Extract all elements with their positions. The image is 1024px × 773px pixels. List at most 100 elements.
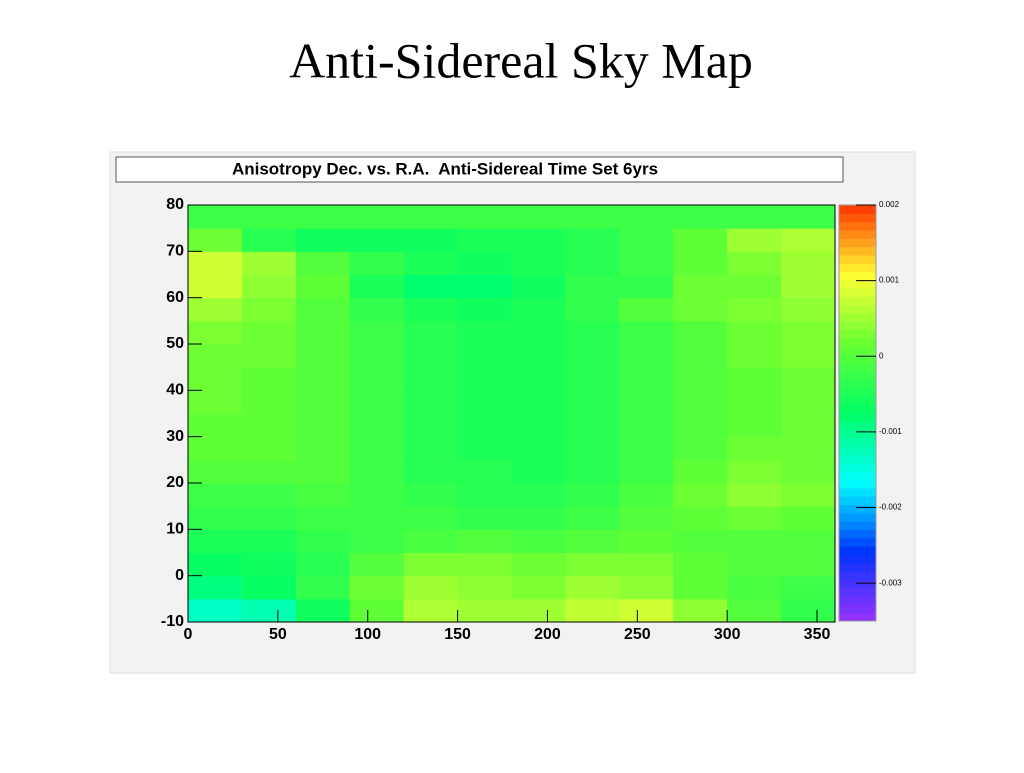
cell (295, 413, 351, 438)
cell (619, 413, 674, 438)
cell (295, 205, 351, 229)
colorbar-step (839, 446, 876, 456)
cell (673, 320, 728, 345)
x-tick-label: 300 (714, 626, 741, 643)
cell (457, 529, 512, 553)
cell (403, 598, 459, 623)
cell (619, 529, 674, 553)
cell (349, 552, 405, 577)
cell (781, 251, 836, 275)
cell (673, 251, 728, 275)
cell (403, 575, 459, 600)
colorbar-step (839, 421, 876, 431)
cell (403, 436, 459, 461)
colorbar-step (839, 288, 876, 298)
cell (403, 506, 459, 530)
cell (457, 205, 512, 229)
cell (403, 367, 459, 391)
cell (295, 552, 351, 577)
y-tick-label: 70 (166, 243, 184, 260)
colorbar-step (839, 338, 876, 347)
colorbar-step (839, 396, 876, 406)
cell (188, 483, 243, 507)
cell (188, 297, 243, 322)
cell (349, 459, 405, 484)
colorbar-step (839, 496, 876, 506)
cell (349, 390, 405, 414)
cell (457, 274, 512, 299)
cell (673, 483, 728, 507)
colorbar-step (839, 221, 876, 231)
cell (349, 483, 405, 507)
cell (565, 251, 620, 275)
cell (457, 436, 512, 461)
cell (295, 390, 351, 414)
cell (511, 459, 566, 484)
colorbar-step (839, 554, 876, 564)
cell (619, 344, 674, 368)
cell (188, 228, 243, 252)
x-tick-label: 350 (804, 626, 831, 643)
cell (727, 205, 782, 229)
cell (511, 436, 566, 461)
colorbar-step (839, 537, 876, 547)
cell (403, 413, 459, 438)
cell (295, 575, 351, 600)
cell (727, 506, 782, 530)
y-tick-label: -10 (161, 613, 184, 630)
cell (511, 575, 566, 600)
cell (403, 274, 459, 299)
cell (565, 413, 620, 438)
plot: 0 50 100 150 200 250 300 350-100102030405060708… (161, 196, 902, 643)
cell (457, 251, 512, 275)
cell (565, 390, 620, 414)
cell (727, 251, 782, 275)
cell (295, 320, 351, 345)
x-tick-label: 200 (534, 626, 561, 643)
cell (511, 390, 566, 414)
chart-title: Anisotropy Dec. vs. R.A. Anti-Sidereal T… (232, 159, 658, 178)
cell (511, 205, 566, 229)
cell (511, 228, 566, 252)
colorbar-step (839, 596, 876, 605)
colorbar-step (839, 604, 876, 614)
y-tick-label: 20 (166, 474, 184, 491)
cell (727, 344, 782, 368)
cell (781, 205, 836, 229)
cell (727, 320, 782, 345)
y-tick-label: 40 (166, 382, 184, 399)
cell (457, 575, 512, 600)
colorbar-step (839, 587, 876, 597)
cell (565, 436, 620, 461)
cell (511, 274, 566, 299)
cell (727, 274, 782, 299)
cell (619, 251, 674, 275)
colorbar-step (839, 346, 876, 356)
cell (403, 228, 459, 252)
x-tick-label: 100 (354, 626, 381, 643)
cell (673, 552, 728, 577)
cell (349, 529, 405, 553)
y-tick-label: 50 (166, 335, 184, 352)
cell (727, 483, 782, 507)
cell (241, 506, 297, 530)
cell (781, 459, 836, 484)
cell (403, 344, 459, 368)
y-tick-label: 0 (175, 567, 184, 584)
colorbar-step (839, 238, 876, 248)
cell (781, 390, 836, 414)
cell (241, 251, 297, 275)
colorbar-step (839, 363, 876, 372)
colorbar-step (839, 213, 876, 223)
cell (565, 297, 620, 322)
cell (727, 598, 782, 623)
x-tick-label: 150 (444, 626, 471, 643)
colorbar-step (839, 429, 876, 439)
y-tick-label: 10 (166, 521, 184, 538)
cell (188, 274, 243, 299)
cell (241, 436, 297, 461)
colorbar-step (839, 471, 876, 481)
cell (619, 390, 674, 414)
x-tick-label: 0 (184, 626, 193, 643)
